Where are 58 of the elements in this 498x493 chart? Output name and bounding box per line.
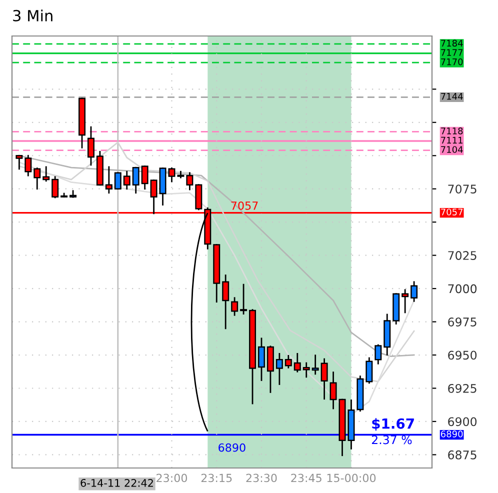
ref-line-label: 7111 <box>441 136 462 144</box>
y-tick-label: 6900 <box>448 417 477 426</box>
candlestick <box>105 166 112 194</box>
candlestick <box>302 362 310 378</box>
candlestick <box>402 289 409 314</box>
candlestick <box>330 372 337 410</box>
ref-line-label: 7170 <box>441 58 463 66</box>
candlestick <box>276 352 283 385</box>
candlestick <box>266 346 274 393</box>
candlestick <box>374 344 382 364</box>
candlestick <box>240 284 248 315</box>
candlestick <box>123 170 130 190</box>
ref-line-label: 7177 <box>441 49 463 56</box>
candlestick <box>16 154 23 170</box>
candlestick <box>177 170 184 178</box>
candlestick <box>52 176 59 198</box>
y-tick-label: 6925 <box>448 384 476 393</box>
candlestick <box>312 354 319 375</box>
x-tick-label: 23:00 <box>156 474 188 482</box>
candlestick <box>24 154 32 176</box>
ref-line-label: 7057 <box>441 208 463 216</box>
candlestick <box>186 172 194 190</box>
candlestick <box>320 358 328 400</box>
y-tick-label: 6950 <box>448 350 477 360</box>
candlestick <box>284 354 292 368</box>
x-tick-label: 23:30 <box>246 474 277 482</box>
chart-title: 3 Min <box>13 10 52 22</box>
y-tick-label: 7025 <box>448 251 476 260</box>
candlestick <box>222 274 230 330</box>
candlestick <box>132 166 140 194</box>
candlestick <box>294 352 301 372</box>
candlestick <box>42 166 50 182</box>
candlestick <box>114 172 122 190</box>
y-tick-label: 6875 <box>448 450 476 460</box>
y-tick-label: 6975 <box>448 318 476 326</box>
candlestick <box>410 281 418 302</box>
ref-line-label: 7118 <box>441 127 463 134</box>
candlestick <box>366 357 373 384</box>
y-tick-label: 7075 <box>448 184 476 194</box>
annotation: 7057 <box>231 201 258 210</box>
candlestick <box>34 168 41 190</box>
ref-line-label: 7104 <box>441 146 463 153</box>
candlestick <box>87 126 94 166</box>
ref-line-label: 7184 <box>441 40 463 47</box>
annotation: $1.67 <box>372 418 414 431</box>
candlestick <box>231 297 238 316</box>
annotation: 6890 <box>218 443 246 452</box>
text: 6-14-11 22:42 <box>80 478 153 487</box>
candlestick <box>141 166 148 190</box>
y-tick-label: 7000 <box>448 284 477 294</box>
candlestick <box>195 184 202 210</box>
candlestick <box>258 338 265 381</box>
x-tick-label: 15-00:00 <box>327 474 376 482</box>
x-tick-label: 23:15 <box>201 474 232 482</box>
ref-line-label: 6890 <box>440 430 463 438</box>
ref-line-label: 7144 <box>441 93 463 100</box>
x-tick-label: 23:45 <box>291 474 322 482</box>
annotation: 2.37 % <box>372 435 412 444</box>
